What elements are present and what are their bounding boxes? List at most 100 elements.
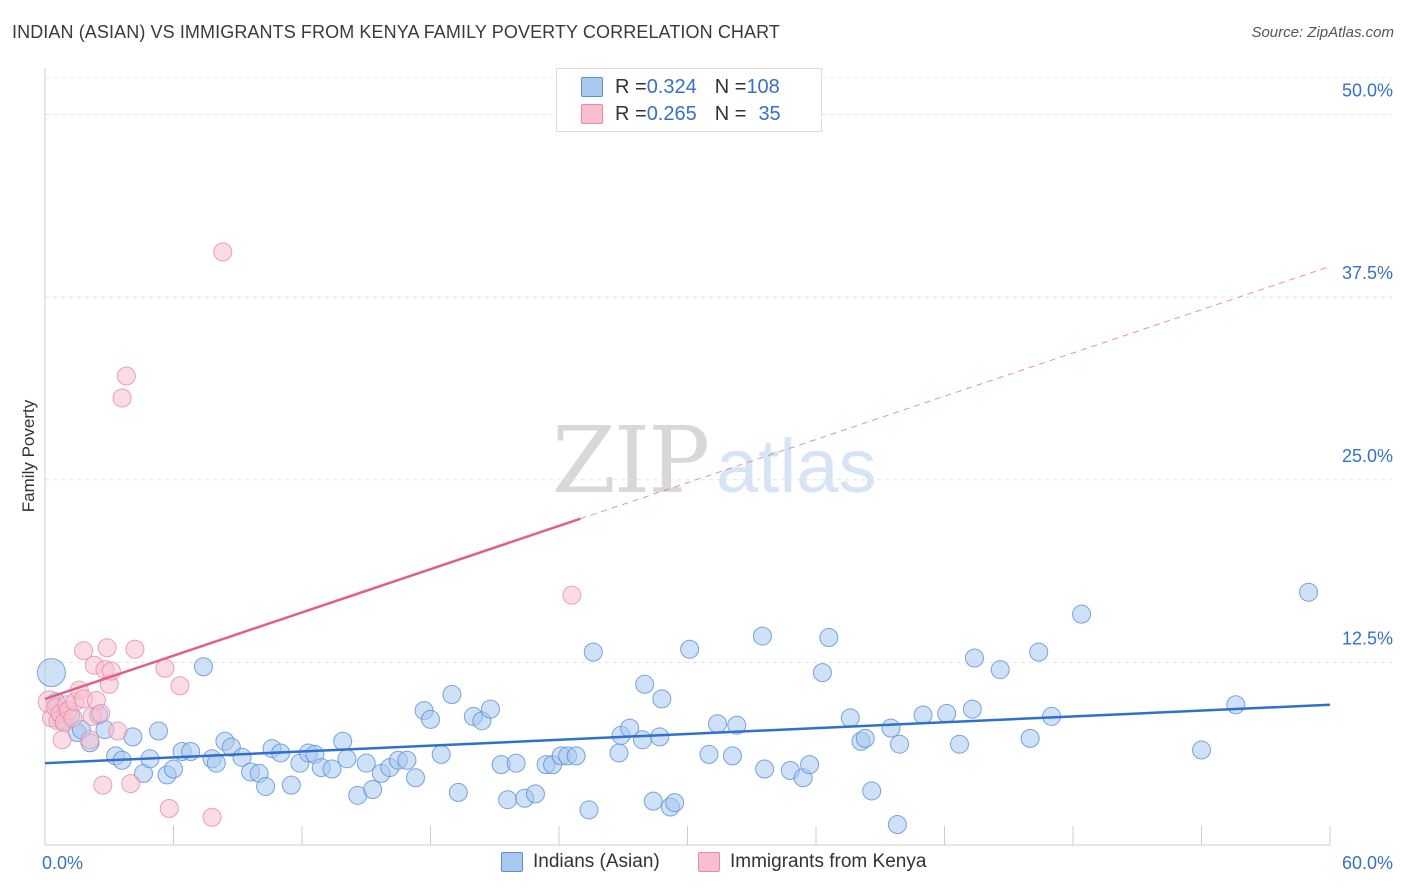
indians-point bbox=[650, 727, 670, 747]
indians-point bbox=[448, 782, 468, 802]
indians-point bbox=[1029, 642, 1049, 662]
y-tick-label: 50.0% bbox=[1342, 81, 1393, 101]
indians-point bbox=[812, 663, 832, 683]
indians-point bbox=[665, 793, 685, 813]
indians-point bbox=[498, 790, 518, 810]
indians-point bbox=[193, 657, 213, 677]
indians-point bbox=[722, 746, 742, 766]
kenya-point bbox=[562, 585, 582, 605]
indians-point bbox=[421, 709, 440, 729]
x-tick-label-min: 0.0% bbox=[42, 853, 83, 873]
indians-point bbox=[363, 779, 383, 799]
indians-point bbox=[322, 759, 342, 779]
indians-point bbox=[579, 800, 599, 820]
indians-point bbox=[1226, 695, 1246, 715]
kenya-point bbox=[202, 807, 222, 827]
indians-point bbox=[480, 699, 500, 719]
indians-point bbox=[752, 626, 772, 646]
indians-point bbox=[635, 674, 655, 694]
indians-point bbox=[442, 685, 462, 705]
indians-point bbox=[937, 704, 957, 724]
indians-point bbox=[609, 743, 629, 763]
indians-point bbox=[1192, 740, 1211, 760]
bottom-legend-swatch-indians bbox=[501, 852, 523, 872]
y-tick-label: 12.5% bbox=[1342, 628, 1393, 648]
indians-point bbox=[506, 753, 526, 773]
kenya-point bbox=[213, 242, 233, 262]
indians-point bbox=[36, 658, 66, 688]
indians-point bbox=[962, 699, 982, 719]
kenya-point bbox=[93, 775, 113, 795]
legend-n-value: 108 bbox=[746, 75, 780, 98]
source-credit: Source: ZipAtlas.com bbox=[1251, 24, 1394, 41]
y-tick-label: 37.5% bbox=[1342, 263, 1393, 283]
legend-r-value: 0.265 bbox=[646, 102, 697, 125]
indians-point bbox=[149, 721, 169, 741]
bottom-legend-indians: Indians (Asian) bbox=[501, 851, 660, 873]
indians-point bbox=[256, 777, 276, 797]
kenya-point bbox=[52, 730, 72, 750]
indians-point bbox=[1299, 582, 1319, 602]
indians-point bbox=[397, 750, 417, 770]
kenya-point bbox=[116, 366, 136, 386]
legend-r-value: 0.324 bbox=[646, 75, 697, 98]
indians-point bbox=[525, 784, 545, 804]
kenya-point bbox=[108, 721, 128, 741]
indians-point bbox=[800, 755, 820, 775]
indians-point bbox=[1020, 728, 1040, 748]
indians-point bbox=[913, 705, 933, 725]
indians-point bbox=[755, 759, 775, 779]
y-axis-label: Family Poverty bbox=[19, 399, 38, 512]
legend-row-indians: R = 0.324 N = 108 bbox=[581, 74, 780, 100]
kenya-point bbox=[121, 774, 141, 794]
watermark-zip: ZIP bbox=[552, 407, 708, 514]
kenya-point bbox=[170, 676, 190, 696]
indians-point bbox=[881, 718, 901, 738]
indians-point bbox=[164, 759, 183, 779]
bottom-legend-label-kenya: Immigrants from Kenya bbox=[730, 851, 927, 872]
legend-row-kenya: R = 0.265 N = 35 bbox=[581, 101, 781, 127]
indians-point bbox=[406, 768, 426, 788]
kenya-point bbox=[97, 638, 117, 658]
indians-point bbox=[887, 815, 907, 835]
indians-point bbox=[727, 715, 747, 735]
kenya-point bbox=[159, 798, 179, 818]
indians-point bbox=[699, 744, 719, 764]
kenya-point bbox=[112, 388, 132, 408]
indians-point bbox=[855, 728, 875, 748]
indians-point bbox=[840, 708, 860, 728]
indians-point bbox=[862, 781, 882, 801]
indians-point bbox=[633, 730, 653, 750]
bottom-legend-label-indians: Indians (Asian) bbox=[533, 851, 660, 872]
indians-point bbox=[652, 689, 672, 709]
legend-r-label: R = bbox=[615, 102, 647, 125]
kenya-point bbox=[63, 708, 83, 728]
x-tick-label-max: 60.0% bbox=[1342, 853, 1393, 873]
indians-trend-line bbox=[44, 703, 1331, 765]
watermark-atlas: atlas bbox=[716, 424, 877, 509]
indians-point bbox=[964, 648, 984, 668]
indians-point bbox=[990, 660, 1010, 680]
kenya-trend-line bbox=[44, 517, 581, 701]
legend-n-label: N = bbox=[714, 75, 747, 98]
legend-swatch-indians bbox=[581, 77, 603, 97]
indians-point bbox=[680, 639, 700, 659]
indians-point bbox=[281, 775, 301, 795]
indians-point bbox=[333, 731, 353, 751]
legend-n-label: N = bbox=[714, 102, 747, 125]
bottom-legend-kenya: Immigrants from Kenya bbox=[698, 851, 926, 873]
indians-point bbox=[566, 746, 586, 766]
y-tick-label: 25.0% bbox=[1342, 446, 1393, 466]
legend-r-label: R = bbox=[615, 75, 647, 98]
indians-point bbox=[356, 753, 376, 773]
indians-point bbox=[819, 628, 839, 648]
indians-point bbox=[643, 791, 663, 811]
legend-swatch-kenya bbox=[581, 104, 603, 124]
bottom-legend-swatch-kenya bbox=[698, 852, 720, 872]
indians-point bbox=[583, 642, 603, 662]
correlation-legend: R = 0.324 N = 108 R = 0.265 N = 35 bbox=[556, 68, 822, 132]
kenya-point bbox=[74, 641, 94, 661]
indians-point bbox=[1072, 604, 1092, 624]
indians-point bbox=[949, 734, 969, 754]
